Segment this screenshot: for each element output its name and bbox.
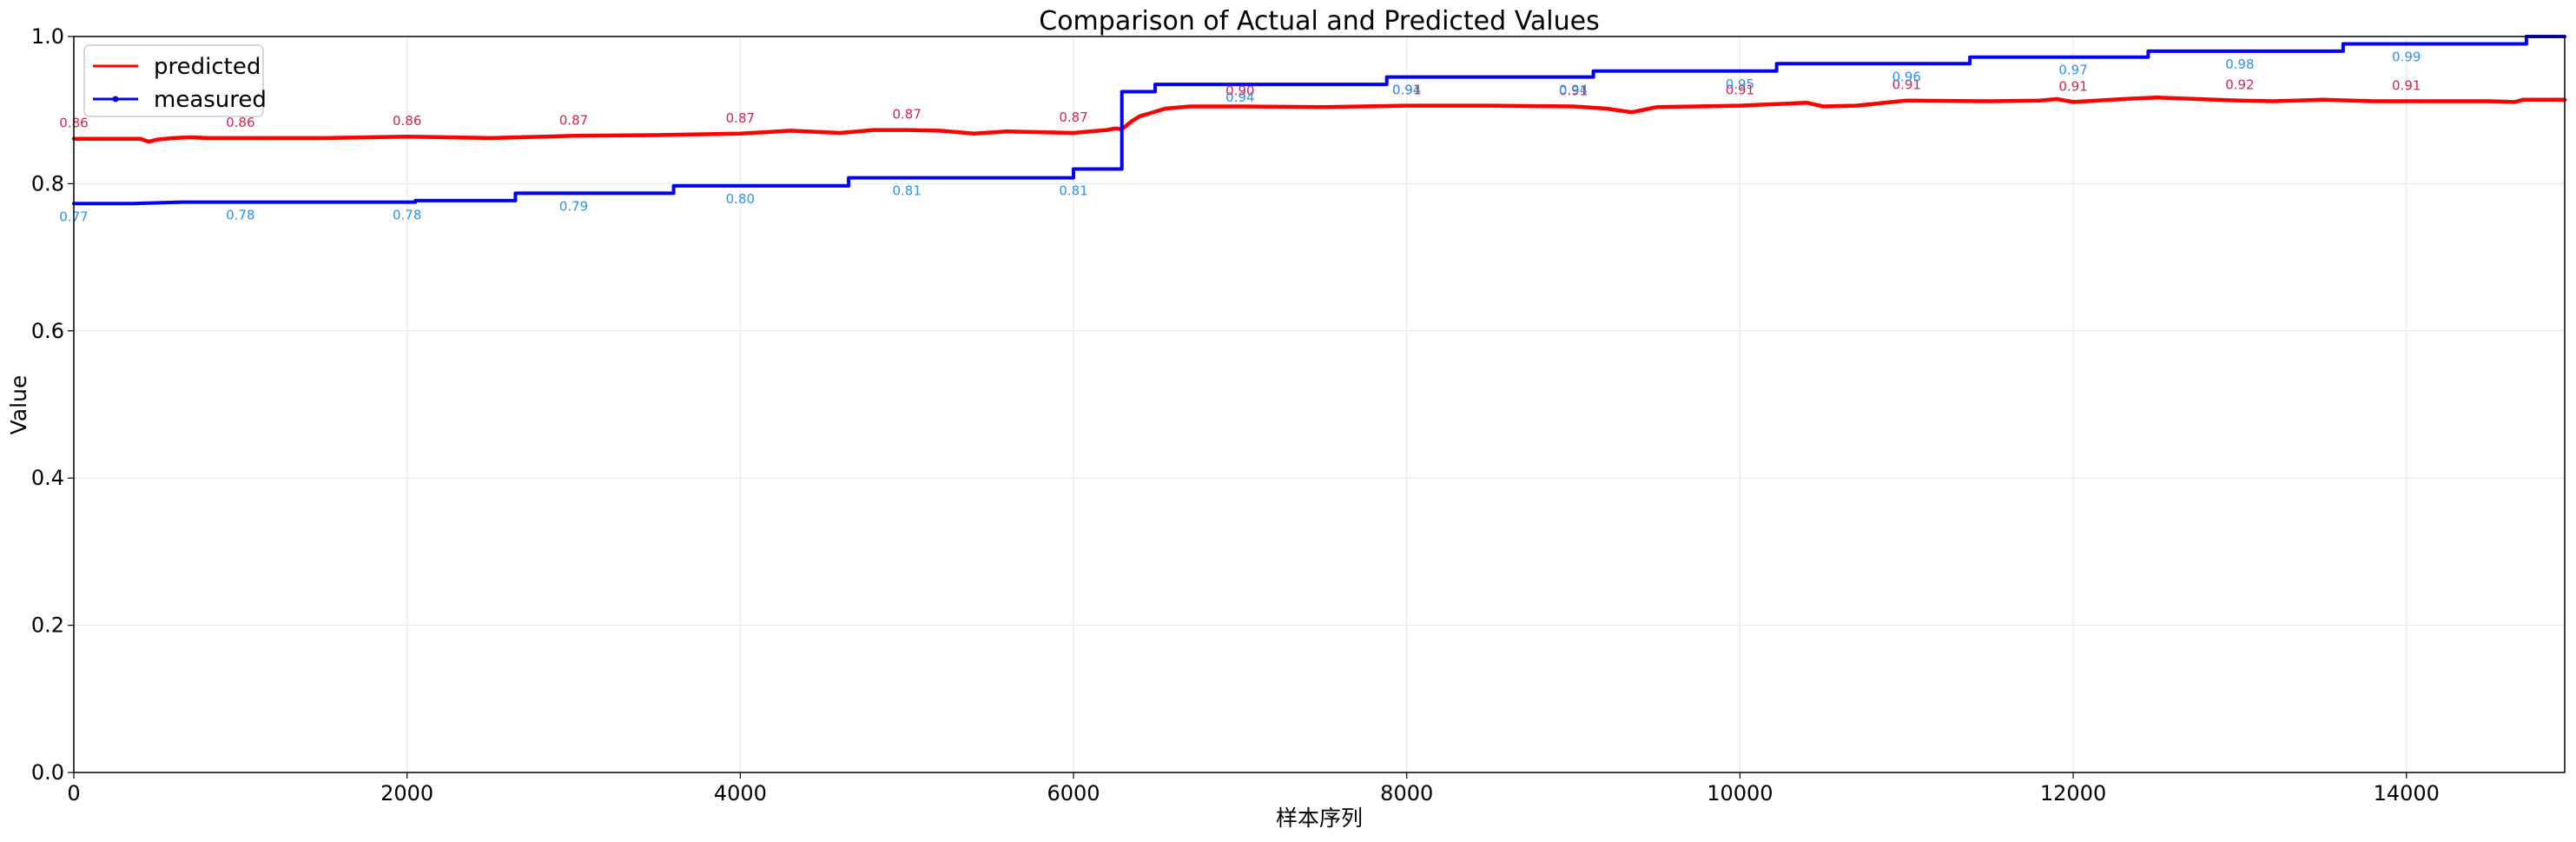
data-label-predicted: 0.91 xyxy=(1892,77,1921,93)
legend-marker-measured xyxy=(112,96,119,103)
data-label-measured: 0.94 xyxy=(1225,90,1254,105)
legend: predicted measured xyxy=(83,44,267,117)
data-label-measured: 0.78 xyxy=(393,208,421,223)
x-axis-label: 样本序列 xyxy=(1276,806,1363,831)
x-tick-label: 2000 xyxy=(380,781,433,806)
x-tick-label: 0 xyxy=(67,781,80,806)
data-label-measured: 0.98 xyxy=(2225,56,2254,72)
tick-layer: 0 2000 4000 6000 8000 10000 12000 14000 0.0 0.2 0.… xyxy=(31,24,2440,806)
y-tick-label: 0.8 xyxy=(31,171,64,196)
series-layer xyxy=(71,35,2567,206)
data-label-predicted: 0.87 xyxy=(726,110,755,126)
data-label-measured: 0.97 xyxy=(2058,63,2087,78)
data-label-predicted: 0.86 xyxy=(393,113,421,129)
x-tick-label: 4000 xyxy=(714,781,767,806)
data-label-predicted: 0.92 xyxy=(2225,77,2254,93)
chart-title: Comparison of Actual and Predicted Value… xyxy=(1039,6,1599,36)
data-label-layer: 0.86 0.86 0.86 0.87 0.87 0.87 0.870.90 0.91 0.91… xyxy=(59,49,2421,224)
series-line-predicted xyxy=(71,96,2567,144)
data-label-measured: 0.79 xyxy=(559,198,588,214)
y-axis-label: Value xyxy=(6,375,31,435)
data-label-predicted: 0.87 xyxy=(1059,109,1087,125)
series-line-measured xyxy=(72,35,2566,206)
x-tick-label: 6000 xyxy=(1047,781,1100,806)
plot-frame xyxy=(73,36,2566,773)
data-label-measured: 0.81 xyxy=(1059,183,1087,199)
data-label-measured: 0.78 xyxy=(226,208,254,223)
y-tick-label: 1.0 xyxy=(31,24,64,49)
legend-label-predicted: predicted xyxy=(154,54,261,80)
data-label-predicted: 0.86 xyxy=(226,115,254,130)
data-label-measured: 0.94 xyxy=(1559,83,1588,98)
data-label-measured: 0.99 xyxy=(2392,49,2421,64)
y-tick-label: 0.6 xyxy=(31,319,64,343)
x-tick-label: 14000 xyxy=(2374,781,2440,806)
data-label-measured: 0.81 xyxy=(892,183,921,199)
x-tick-label: 12000 xyxy=(2040,781,2106,806)
data-label-measured: 0.94 xyxy=(1392,83,1421,98)
data-label-predicted: 0.87 xyxy=(559,112,588,128)
y-tick-label: 0.2 xyxy=(31,613,64,638)
data-label-predicted: 0.90 xyxy=(1225,83,1254,98)
data-label-predicted: 0.91 xyxy=(1559,83,1588,98)
y-tick-label: 0.0 xyxy=(31,760,64,785)
y-tick-label: 0.4 xyxy=(31,466,64,490)
data-label-predicted: 0.91 xyxy=(2392,78,2421,94)
grid-layer xyxy=(73,36,2565,773)
x-tick-label: 10000 xyxy=(1707,781,1773,806)
data-label-measured: 0.95 xyxy=(1726,76,1754,92)
data-label-predicted: 0.91 xyxy=(1392,83,1421,98)
data-label-measured: 0.96 xyxy=(1892,69,1921,84)
data-label-predicted: 0.91 xyxy=(1726,83,1754,98)
legend-label-measured: measured xyxy=(154,87,267,113)
x-tick-label: 8000 xyxy=(1380,781,1433,806)
data-label-measured: 0.80 xyxy=(726,191,755,207)
data-label-predicted: 0.87 xyxy=(892,107,921,123)
data-label-predicted: 0.91 xyxy=(2058,78,2087,94)
